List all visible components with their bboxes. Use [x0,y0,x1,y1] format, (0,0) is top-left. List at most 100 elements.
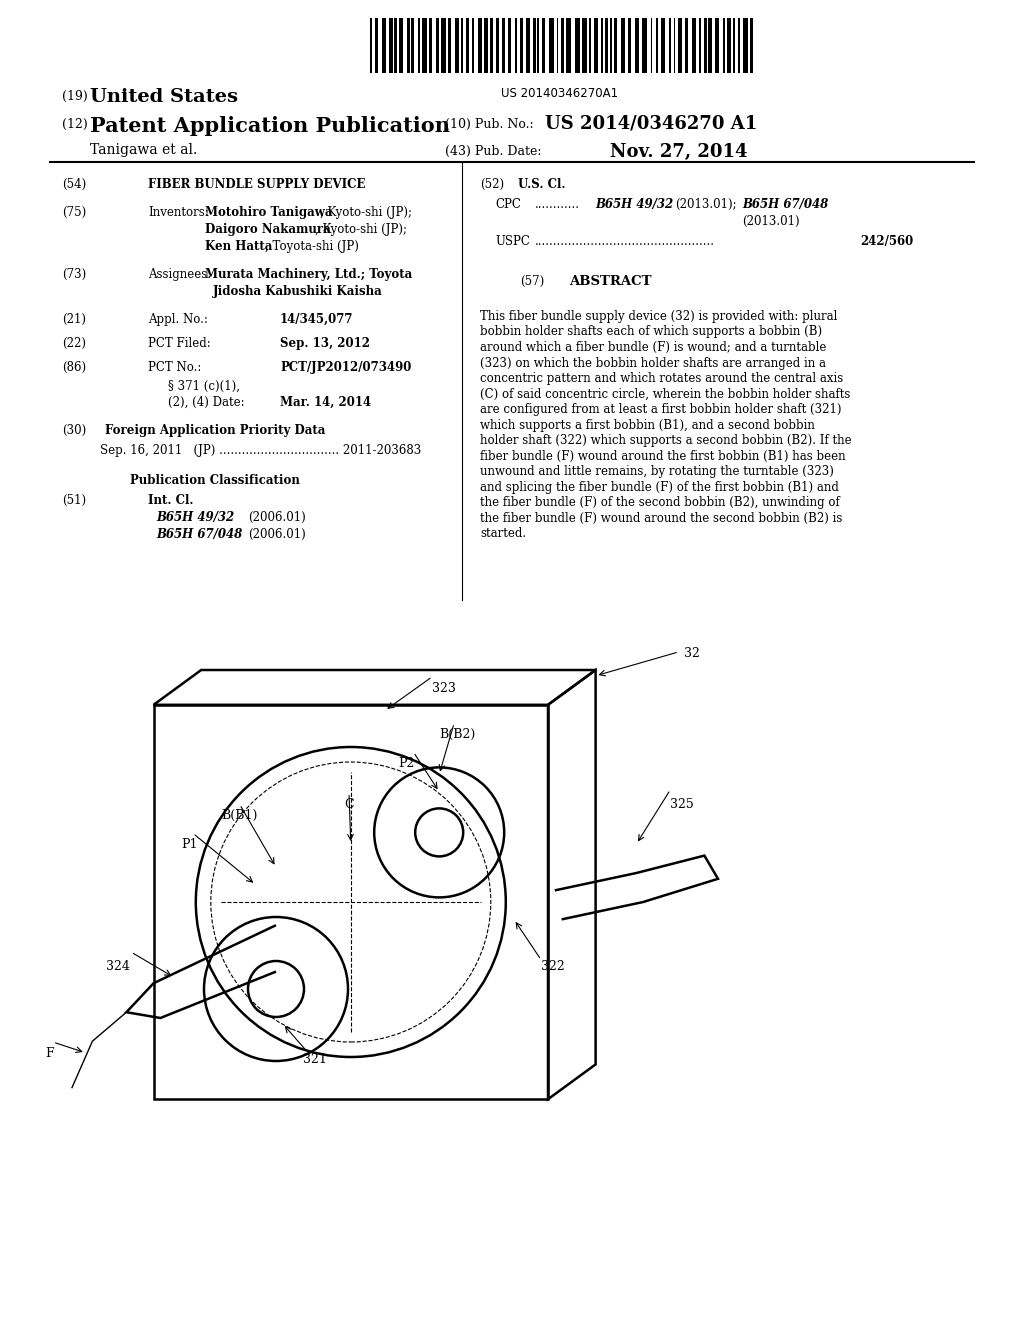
Bar [750,18,753,73]
Bar [412,18,414,73]
Bar [455,18,459,73]
Bar [407,18,410,73]
Text: 323: 323 [432,681,457,694]
Bar [502,18,505,73]
Text: (30): (30) [62,424,86,437]
Text: Nov. 27, 2014: Nov. 27, 2014 [610,143,748,161]
Text: US 20140346270A1: US 20140346270A1 [502,87,618,100]
Bar [429,18,432,73]
Bar [515,18,517,73]
Bar [520,18,523,73]
Bar [699,18,701,73]
Text: , Kyoto-shi (JP);: , Kyoto-shi (JP); [319,206,412,219]
Text: (C) of said concentric circle, wherein the bobbin holder shafts: (C) of said concentric circle, wherein t… [480,388,850,400]
Text: (10) Pub. No.:: (10) Pub. No.: [445,117,534,131]
Text: 14/345,077: 14/345,077 [280,313,353,326]
Text: 324: 324 [106,960,130,973]
Text: PCT Filed:: PCT Filed: [148,337,211,350]
Bar [605,18,607,73]
Bar [715,18,719,73]
Text: the fiber bundle (F) of the second bobbin (B2), unwinding of: the fiber bundle (F) of the second bobbi… [480,496,840,510]
Text: (86): (86) [62,360,86,374]
Bar [532,18,536,73]
Bar [549,18,554,73]
Bar [447,18,452,73]
Text: Assignees:: Assignees: [148,268,211,281]
Text: Sep. 13, 2012: Sep. 13, 2012 [280,337,370,350]
Text: ................................................: ........................................… [535,235,715,248]
Text: Inventors:: Inventors: [148,206,209,219]
Text: F: F [45,1047,53,1060]
Bar [709,18,712,73]
Bar [399,18,403,73]
Text: (2013.01);: (2013.01); [675,198,736,211]
Text: Tanigawa et al.: Tanigawa et al. [90,143,198,157]
Bar [370,18,372,73]
Text: (323) on which the bobbin holder shafts are arranged in a: (323) on which the bobbin holder shafts … [480,356,826,370]
Bar [727,18,731,73]
Text: USPC: USPC [495,235,529,248]
Text: started.: started. [480,527,526,540]
Bar [738,18,740,73]
Bar [461,18,464,73]
Bar [703,18,707,73]
Text: B65H 67/048: B65H 67/048 [156,528,243,541]
Bar [490,18,494,73]
Bar [466,18,469,73]
Text: PCT/JP2012/073490: PCT/JP2012/073490 [280,360,412,374]
Text: Jidosha Kabushiki Kaisha: Jidosha Kabushiki Kaisha [213,285,383,298]
Text: B(B2): B(B2) [439,729,475,741]
Text: 321: 321 [303,1053,327,1065]
Bar [600,18,602,73]
Text: bobbin holder shafts each of which supports a bobbin (B): bobbin holder shafts each of which suppo… [480,326,822,338]
Bar [436,18,438,73]
Text: ABSTRACT: ABSTRACT [568,275,651,288]
Bar [594,18,598,73]
Bar [635,18,639,73]
Bar [669,18,671,73]
Bar [478,18,482,73]
Text: (52): (52) [480,178,504,191]
Bar [732,18,735,73]
Text: P1: P1 [181,838,198,851]
Text: (2006.01): (2006.01) [248,511,306,524]
Bar [496,18,500,73]
Text: Appl. No.:: Appl. No.: [148,313,208,326]
Text: 325: 325 [671,797,694,810]
Text: Ken Hatta: Ken Hatta [205,240,272,253]
Bar [662,18,666,73]
Text: Publication Classification: Publication Classification [130,474,300,487]
Text: Int. Cl.: Int. Cl. [148,494,194,507]
Bar [628,18,631,73]
Bar [723,18,725,73]
Text: This fiber bundle supply device (32) is provided with: plural: This fiber bundle supply device (32) is … [480,310,838,323]
Text: around which a fiber bundle (F) is wound; and a turntable: around which a fiber bundle (F) is wound… [480,341,826,354]
Text: § 371 (c)(1),: § 371 (c)(1), [168,380,240,393]
Text: Murata Machinery, Ltd.; Toyota: Murata Machinery, Ltd.; Toyota [205,268,413,281]
Bar [375,18,378,73]
Text: and splicing the fiber bundle (F) of the first bobbin (B1) and: and splicing the fiber bundle (F) of the… [480,480,839,494]
Bar [674,18,676,73]
Text: PCT No.:: PCT No.: [148,360,202,374]
Bar [743,18,748,73]
Text: the fiber bundle (F) wound around the second bobbin (B2) is: the fiber bundle (F) wound around the se… [480,511,843,524]
Text: , Kyoto-shi (JP);: , Kyoto-shi (JP); [315,223,407,236]
Text: Sep. 16, 2011   (JP) ................................ 2011-203683: Sep. 16, 2011 (JP) .....................… [100,444,421,457]
Text: Foreign Application Priority Data: Foreign Application Priority Data [104,424,326,437]
Text: Mar. 14, 2014: Mar. 14, 2014 [280,396,371,409]
Text: (2006.01): (2006.01) [248,528,306,541]
Text: fiber bundle (F) wound around the first bobbin (B1) has been: fiber bundle (F) wound around the first … [480,450,846,462]
Text: U.S. Cl.: U.S. Cl. [518,178,565,191]
Text: (54): (54) [62,178,86,191]
Text: Patent Application Publication: Patent Application Publication [90,116,450,136]
Bar [589,18,591,73]
Text: B65H 49/32: B65H 49/32 [156,511,234,524]
Bar [537,18,539,73]
Text: (19): (19) [62,90,88,103]
Bar [542,18,546,73]
Bar [389,18,392,73]
Bar [575,18,580,73]
Bar [561,18,564,73]
Text: 32: 32 [684,647,699,660]
Bar [583,18,587,73]
